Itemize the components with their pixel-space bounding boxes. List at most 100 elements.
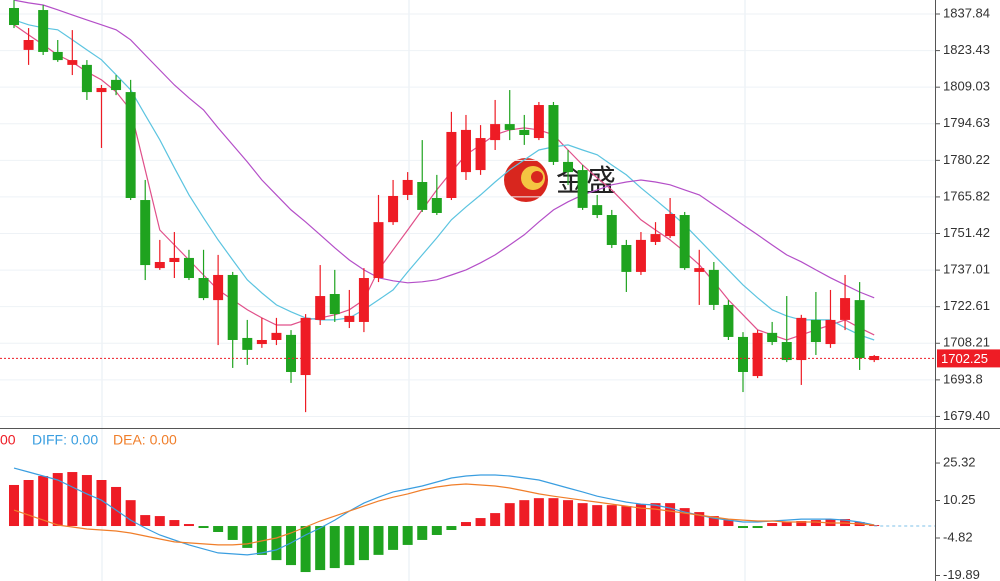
macd-bar xyxy=(198,526,209,529)
macd-bar xyxy=(183,524,194,527)
candle-body xyxy=(198,278,209,299)
y-tick-label: 1708.21 xyxy=(943,335,990,350)
candle-body xyxy=(650,234,661,242)
candle-body xyxy=(388,195,399,223)
candle-body xyxy=(796,317,807,361)
legend-label: DIFF: 0.00 xyxy=(32,432,98,448)
macd-bar xyxy=(402,526,413,545)
macd-bar xyxy=(650,503,661,527)
macd-bar xyxy=(388,526,399,550)
macd-bar xyxy=(796,521,807,527)
candle-body xyxy=(708,269,719,305)
candle-body xyxy=(767,332,778,343)
candle-body xyxy=(810,319,821,343)
candle-body xyxy=(154,262,165,269)
y-tick-label: 1693.8 xyxy=(943,371,983,386)
macd-bar xyxy=(315,526,326,571)
last-price-box xyxy=(937,349,1000,368)
y-tick-label: 25.32 xyxy=(943,454,976,469)
candle-body xyxy=(723,304,734,337)
macd-bar xyxy=(52,473,63,527)
y-tick-label: 1751.42 xyxy=(943,225,990,240)
candle-body xyxy=(460,129,471,173)
last-price-label: 1702.25 xyxy=(941,351,988,366)
logo xyxy=(531,171,543,183)
macd-bar xyxy=(767,523,778,527)
macd-bar xyxy=(329,526,340,569)
candle-body xyxy=(679,215,690,269)
candle-body xyxy=(548,105,559,162)
macd-bar xyxy=(752,526,763,529)
candle-body xyxy=(752,332,763,377)
macd-line xyxy=(13,483,875,546)
y-tick-label: 1809.03 xyxy=(943,79,990,94)
candle-body xyxy=(446,131,457,198)
candle-body xyxy=(358,278,369,322)
candle-body xyxy=(256,339,267,345)
candle-body xyxy=(738,336,748,372)
macd-bar xyxy=(271,526,282,561)
macd-bar xyxy=(577,503,588,527)
macd-bar xyxy=(111,486,122,527)
macd-bar xyxy=(23,480,34,527)
candle-body xyxy=(52,51,63,61)
macd-bar xyxy=(679,508,690,527)
candle-body xyxy=(329,294,340,315)
y-tick-label: -4.82 xyxy=(943,529,973,544)
candle-body xyxy=(169,257,180,263)
plot-area xyxy=(9,0,880,413)
y-tick-label: -19.89 xyxy=(943,567,980,581)
candle-body xyxy=(183,257,194,279)
macd-bar xyxy=(738,526,748,529)
candle-body xyxy=(300,317,311,376)
candle-body xyxy=(242,337,253,350)
macd-bar xyxy=(300,526,311,573)
moving-average-line xyxy=(13,24,875,341)
macd-bar xyxy=(694,512,705,527)
candle-body xyxy=(315,296,326,320)
macd-bar xyxy=(169,520,180,527)
candle-body xyxy=(213,274,224,301)
y-tick-label: 10.25 xyxy=(943,492,976,507)
macd-bar xyxy=(504,503,515,527)
macd-bar xyxy=(519,500,530,527)
candle-body xyxy=(81,64,92,93)
candle-body xyxy=(286,334,297,372)
candle-body xyxy=(271,332,282,340)
candle-body xyxy=(854,300,865,359)
macd-bar xyxy=(431,526,442,535)
macd-bar xyxy=(592,505,603,527)
macd-bar xyxy=(9,484,19,527)
macd-bar xyxy=(475,518,486,527)
candle-body xyxy=(125,92,136,198)
candle-body xyxy=(504,124,515,130)
macd-bar xyxy=(81,475,92,527)
candle-body xyxy=(533,105,544,139)
candle-body xyxy=(635,239,646,272)
y-tick-label: 1794.63 xyxy=(943,115,990,130)
candle-body xyxy=(96,88,107,93)
macd-bar xyxy=(723,520,734,527)
candle-body xyxy=(840,298,851,320)
macd-bar xyxy=(533,498,544,527)
macd-bar xyxy=(38,476,49,527)
moving-average-line xyxy=(13,19,875,341)
macd-bar xyxy=(446,526,457,531)
macd-bar xyxy=(154,516,165,527)
y-tick-label: 1737.01 xyxy=(943,262,990,277)
macd-bar xyxy=(621,506,632,527)
candle-body xyxy=(38,10,49,52)
macd-bar xyxy=(781,522,792,527)
y-tick-label: 1679.40 xyxy=(943,408,990,423)
candle-body xyxy=(417,181,428,210)
macd-bar xyxy=(344,526,355,566)
macd-bar xyxy=(708,516,719,527)
macd-bar xyxy=(227,526,238,540)
y-tick-label: 1837.84 xyxy=(943,5,990,20)
candle-body xyxy=(519,129,530,136)
macd-bar xyxy=(606,505,617,527)
macd-bar xyxy=(635,504,646,527)
macd-bar xyxy=(563,500,574,527)
candle-body xyxy=(475,138,486,171)
